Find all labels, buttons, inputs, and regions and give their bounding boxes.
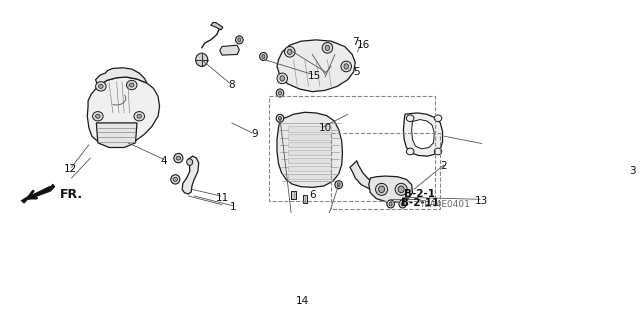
Polygon shape [97, 123, 137, 148]
Polygon shape [182, 156, 198, 194]
Polygon shape [287, 150, 331, 156]
Ellipse shape [406, 148, 414, 155]
Ellipse shape [260, 52, 267, 60]
Ellipse shape [238, 38, 241, 42]
Text: 2: 2 [441, 161, 447, 171]
Ellipse shape [93, 112, 103, 121]
Polygon shape [303, 195, 307, 203]
Ellipse shape [379, 186, 385, 193]
Ellipse shape [398, 186, 404, 193]
Ellipse shape [285, 46, 295, 57]
Ellipse shape [187, 159, 193, 165]
Polygon shape [21, 184, 55, 203]
Ellipse shape [276, 89, 284, 97]
Ellipse shape [406, 115, 414, 122]
Ellipse shape [337, 183, 340, 187]
Ellipse shape [262, 54, 265, 59]
Text: TLA4E0401: TLA4E0401 [420, 200, 470, 209]
Ellipse shape [389, 202, 392, 206]
Ellipse shape [325, 45, 330, 51]
Ellipse shape [127, 80, 137, 90]
Ellipse shape [335, 181, 342, 189]
Text: FR.: FR. [60, 188, 83, 201]
Ellipse shape [401, 202, 404, 206]
Ellipse shape [287, 49, 292, 54]
Ellipse shape [173, 177, 178, 181]
Polygon shape [287, 174, 331, 180]
Ellipse shape [276, 114, 284, 122]
Polygon shape [350, 161, 393, 191]
Text: 9: 9 [251, 129, 258, 139]
Polygon shape [277, 40, 355, 92]
Ellipse shape [395, 183, 407, 195]
Text: 10: 10 [319, 123, 332, 132]
Text: 13: 13 [475, 196, 488, 206]
Ellipse shape [99, 84, 103, 88]
Ellipse shape [376, 183, 388, 195]
Polygon shape [87, 77, 159, 146]
Ellipse shape [435, 148, 442, 155]
Ellipse shape [341, 61, 351, 72]
Text: 3: 3 [629, 166, 636, 176]
Polygon shape [211, 23, 223, 30]
Polygon shape [277, 112, 342, 187]
Text: 16: 16 [357, 39, 370, 50]
Polygon shape [287, 142, 331, 148]
Text: B-2-11: B-2-11 [401, 198, 439, 208]
Ellipse shape [435, 115, 442, 122]
Ellipse shape [278, 116, 282, 120]
Polygon shape [403, 113, 442, 156]
Ellipse shape [196, 53, 208, 67]
Text: 5: 5 [353, 67, 360, 77]
Bar [331, 133, 440, 209]
Text: 6: 6 [309, 190, 316, 200]
Ellipse shape [137, 114, 141, 118]
Ellipse shape [95, 82, 106, 91]
Ellipse shape [280, 76, 285, 81]
Ellipse shape [129, 83, 134, 87]
Ellipse shape [176, 156, 180, 160]
Polygon shape [287, 134, 331, 140]
Text: B-2-1: B-2-1 [404, 189, 435, 199]
Text: 14: 14 [296, 296, 309, 306]
Ellipse shape [277, 73, 287, 84]
Text: 15: 15 [308, 71, 321, 81]
Ellipse shape [174, 154, 183, 163]
Polygon shape [287, 126, 331, 132]
Polygon shape [412, 120, 435, 149]
Bar [269, 96, 435, 201]
Text: 11: 11 [216, 193, 229, 203]
Text: 12: 12 [64, 164, 77, 174]
Ellipse shape [322, 43, 333, 53]
Ellipse shape [399, 200, 406, 208]
Ellipse shape [278, 91, 282, 95]
Ellipse shape [95, 114, 100, 118]
Ellipse shape [236, 36, 243, 44]
Polygon shape [95, 68, 147, 86]
Polygon shape [287, 158, 331, 164]
Ellipse shape [171, 175, 180, 184]
Text: 4: 4 [161, 156, 168, 166]
Polygon shape [369, 176, 412, 202]
Polygon shape [220, 45, 239, 55]
Ellipse shape [134, 112, 145, 121]
Polygon shape [287, 166, 331, 172]
Text: 7: 7 [352, 37, 358, 47]
Polygon shape [291, 191, 296, 199]
Text: 1: 1 [230, 202, 237, 212]
Text: 8: 8 [228, 80, 235, 90]
Ellipse shape [387, 200, 394, 208]
Ellipse shape [344, 64, 348, 69]
